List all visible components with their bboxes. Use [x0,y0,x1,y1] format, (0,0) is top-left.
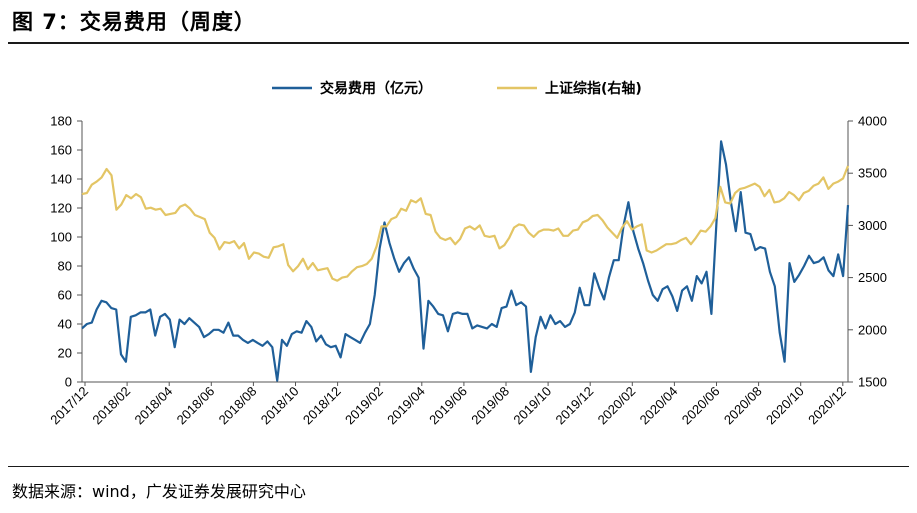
legend: 交易费用（亿元） 上证综指(右轴) [272,80,642,97]
left-tick-label: 160 [50,143,72,158]
x-tick-label: 2019/08 [468,384,512,428]
x-tick-label: 2018/12 [300,384,344,428]
x-tick-label: 2018/08 [216,384,260,428]
x-tick-label: 2017/12 [47,384,91,428]
x-tick-label: 2019/02 [342,384,386,428]
shanghai-index-series-line [81,165,850,282]
line-chart: 交易费用（亿元） 上证综指(右轴) 0 20 40 60 80 100 120 140 160 18… [47,80,887,428]
left-tick-label: 0 [65,375,72,390]
x-tick-label: 2018/10 [258,384,302,428]
top-rule [8,42,909,44]
series-lines [81,140,850,382]
x-tick-label: 2020/12 [805,384,849,428]
left-tick-label: 100 [50,230,72,245]
x-tick-label: 2020/04 [637,384,681,428]
x-tick-label: 2018/02 [89,384,133,428]
legend-item-trading-fee-label: 交易费用（亿元） [320,80,432,97]
source-note: 数据来源：wind，广发证券发展研究中心 [12,482,306,501]
x-tick-label: 2019/10 [510,384,554,428]
right-tick-label: 2500 [858,270,887,285]
x-tick-label: 2018/06 [174,384,218,428]
x-tick-label: 2020/02 [595,384,639,428]
right-tick-label: 4000 [858,114,887,129]
x-tick-label: 2019/06 [426,384,470,428]
left-tick-label: 80 [58,259,72,274]
bottom-rule [8,466,909,467]
right-tick-label: 1500 [858,375,887,390]
left-tick-label: 40 [58,317,72,332]
x-tick-label: 2020/10 [763,384,807,428]
legend-item-shanghai-index-label: 上证综指(右轴) [545,80,642,97]
left-tick-label: 20 [58,346,72,361]
left-tick-label: 140 [50,172,72,187]
x-tick-label: 2020/06 [679,384,723,428]
right-tick-label: 2000 [858,322,887,337]
trading-fee-series-line [81,140,850,382]
right-tick-label: 3000 [858,218,887,233]
left-tick-label: 120 [50,201,72,216]
left-tick-label: 60 [58,288,72,303]
x-tick-label: 2020/08 [721,384,765,428]
x-tick-label: 2018/04 [131,384,175,428]
axes: 0 20 40 60 80 100 120 140 160 180 1500 2000 2500 3000… [47,114,887,428]
figure-title: 图 7：交易费用（周度） [12,10,256,34]
right-tick-label: 3500 [858,166,887,181]
x-tick-label: 2019/04 [384,384,428,428]
left-tick-label: 180 [50,114,72,129]
x-tick-label: 2019/12 [552,384,596,428]
